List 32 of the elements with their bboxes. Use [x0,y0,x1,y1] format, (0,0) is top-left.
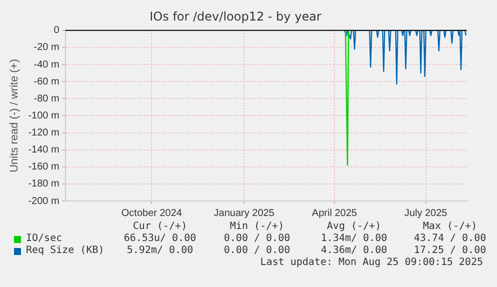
y-axis-title: Units read (-) / write (+) [8,59,21,172]
text: Last update: Mon Aug 25 09:00:15 2025 [260,257,483,269]
x-tick-label: July 2025 [404,208,448,219]
x-tick-label: April 2025 [312,208,358,219]
text: 4.36m/ 0.00 [320,245,388,257]
text: Cur (-/+) [132,221,188,233]
text: 66.53u/ 0.00 [124,233,196,245]
chart-title: IOs for /dev/loop12 - by year [150,9,322,24]
text: Min (-/+) [230,221,284,233]
text: 5.92m/ 0.00 [126,245,194,257]
x-tick-label: January 2025 [214,208,275,219]
text: 0.00 / 0.00 [224,233,290,245]
x-tick-label: October 2024 [121,208,182,219]
text: Max (-/+) [422,221,478,233]
text: Avg (-/+) [326,221,382,233]
legend-label: IO/sec [26,233,62,245]
y-tick-label: 0 [54,25,60,36]
y-tick-label: -80 m [34,93,60,104]
y-tick-label: -120 m [28,128,60,139]
text: 1.34m/ 0.00 [320,233,388,245]
y-tick-label: -20 m [34,42,60,54]
y-tick-label: -180 m [28,178,60,190]
y-tick-label: -160 m [28,162,60,173]
y-tick-label: -40 m [34,59,60,70]
legend-label: Req Size (KB) [26,245,104,257]
text: 43.74 / 0.00 [414,233,486,245]
y-tick-label: -60 m [34,76,60,88]
y-tick-label: -100 m [28,110,60,122]
y-tick-label: -200 m [28,196,60,207]
text: 0.00 / 0.00 [224,245,290,257]
text: 17.25 / 0.00 [414,245,486,257]
y-tick-label: -140 m [28,144,60,156]
